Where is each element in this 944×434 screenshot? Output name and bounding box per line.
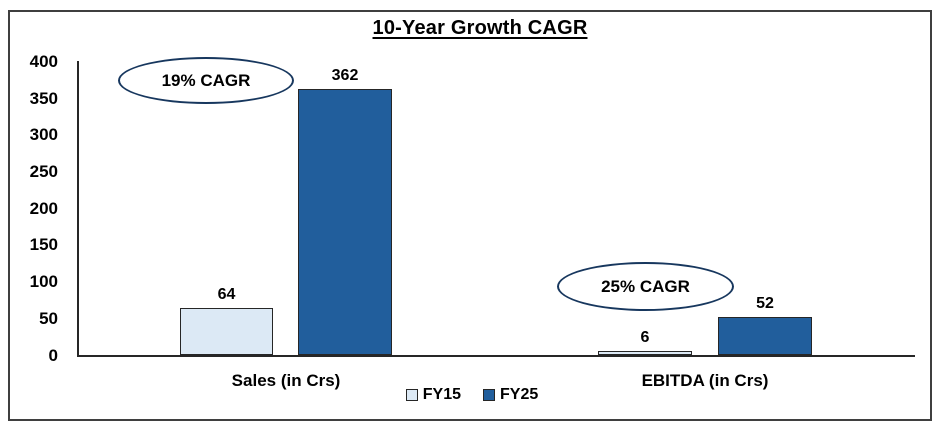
y-tick-label: 100: [29, 272, 58, 292]
y-tick-label: 350: [29, 88, 58, 108]
legend-swatch-fy25: [483, 389, 495, 401]
bar-slot-ebitda-fy15: 6: [598, 329, 692, 355]
bar-sales-fy25: [298, 89, 392, 355]
y-tick-label: 400: [29, 52, 58, 71]
annotation-text-ebitda-cagr: 25% CAGR: [601, 276, 690, 296]
annotation-oval-ebitda-cagr: 25% CAGR: [557, 262, 734, 311]
legend-label-fy25: FY25: [500, 386, 539, 403]
x-axis-line: [77, 355, 915, 357]
y-tick-label: 200: [29, 198, 58, 218]
bar-value-label-sales-fy25: 362: [331, 67, 359, 85]
bar-ebitda-fy15: [598, 350, 692, 355]
bar-slot-sales-fy15: 64: [180, 286, 273, 355]
legend-item-fy25: FY25: [483, 386, 538, 404]
chart-title: 10-Year Growth CAGR: [372, 17, 588, 39]
annotation-oval-sales-cagr: 19% CAGR: [118, 57, 294, 104]
bar-value-label-ebitda-fy15: 6: [640, 328, 650, 346]
bar-ebitda-fy25: [718, 316, 812, 355]
legend: FY15 FY25: [0, 386, 944, 404]
category-label-ebitda: EBITDA (in Crs): [641, 371, 769, 390]
chart-frame: [8, 10, 932, 421]
y-tick-label: 50: [39, 308, 58, 328]
y-tick-label: 0: [48, 345, 58, 365]
y-tick-label: 150: [29, 235, 58, 255]
bar-slot-sales-fy25: 362: [298, 67, 392, 355]
bar-slot-ebitda-fy25: 52: [718, 295, 812, 355]
bar-sales-fy15: [180, 308, 273, 355]
y-axis-line: [77, 61, 79, 357]
bar-value-label-sales-fy15: 64: [217, 286, 236, 304]
legend-swatch-fy15: [405, 389, 418, 401]
category-label-sales: Sales (in Crs): [231, 371, 341, 390]
y-tick-label: 300: [29, 125, 58, 145]
bar-value-label-ebitda-fy25: 52: [756, 294, 774, 312]
legend-item-fy15: FY15: [405, 386, 461, 404]
legend-label-fy15: FY15: [422, 386, 461, 403]
y-tick-label: 250: [29, 162, 58, 182]
annotation-text-sales-cagr: 19% CAGR: [161, 70, 251, 90]
